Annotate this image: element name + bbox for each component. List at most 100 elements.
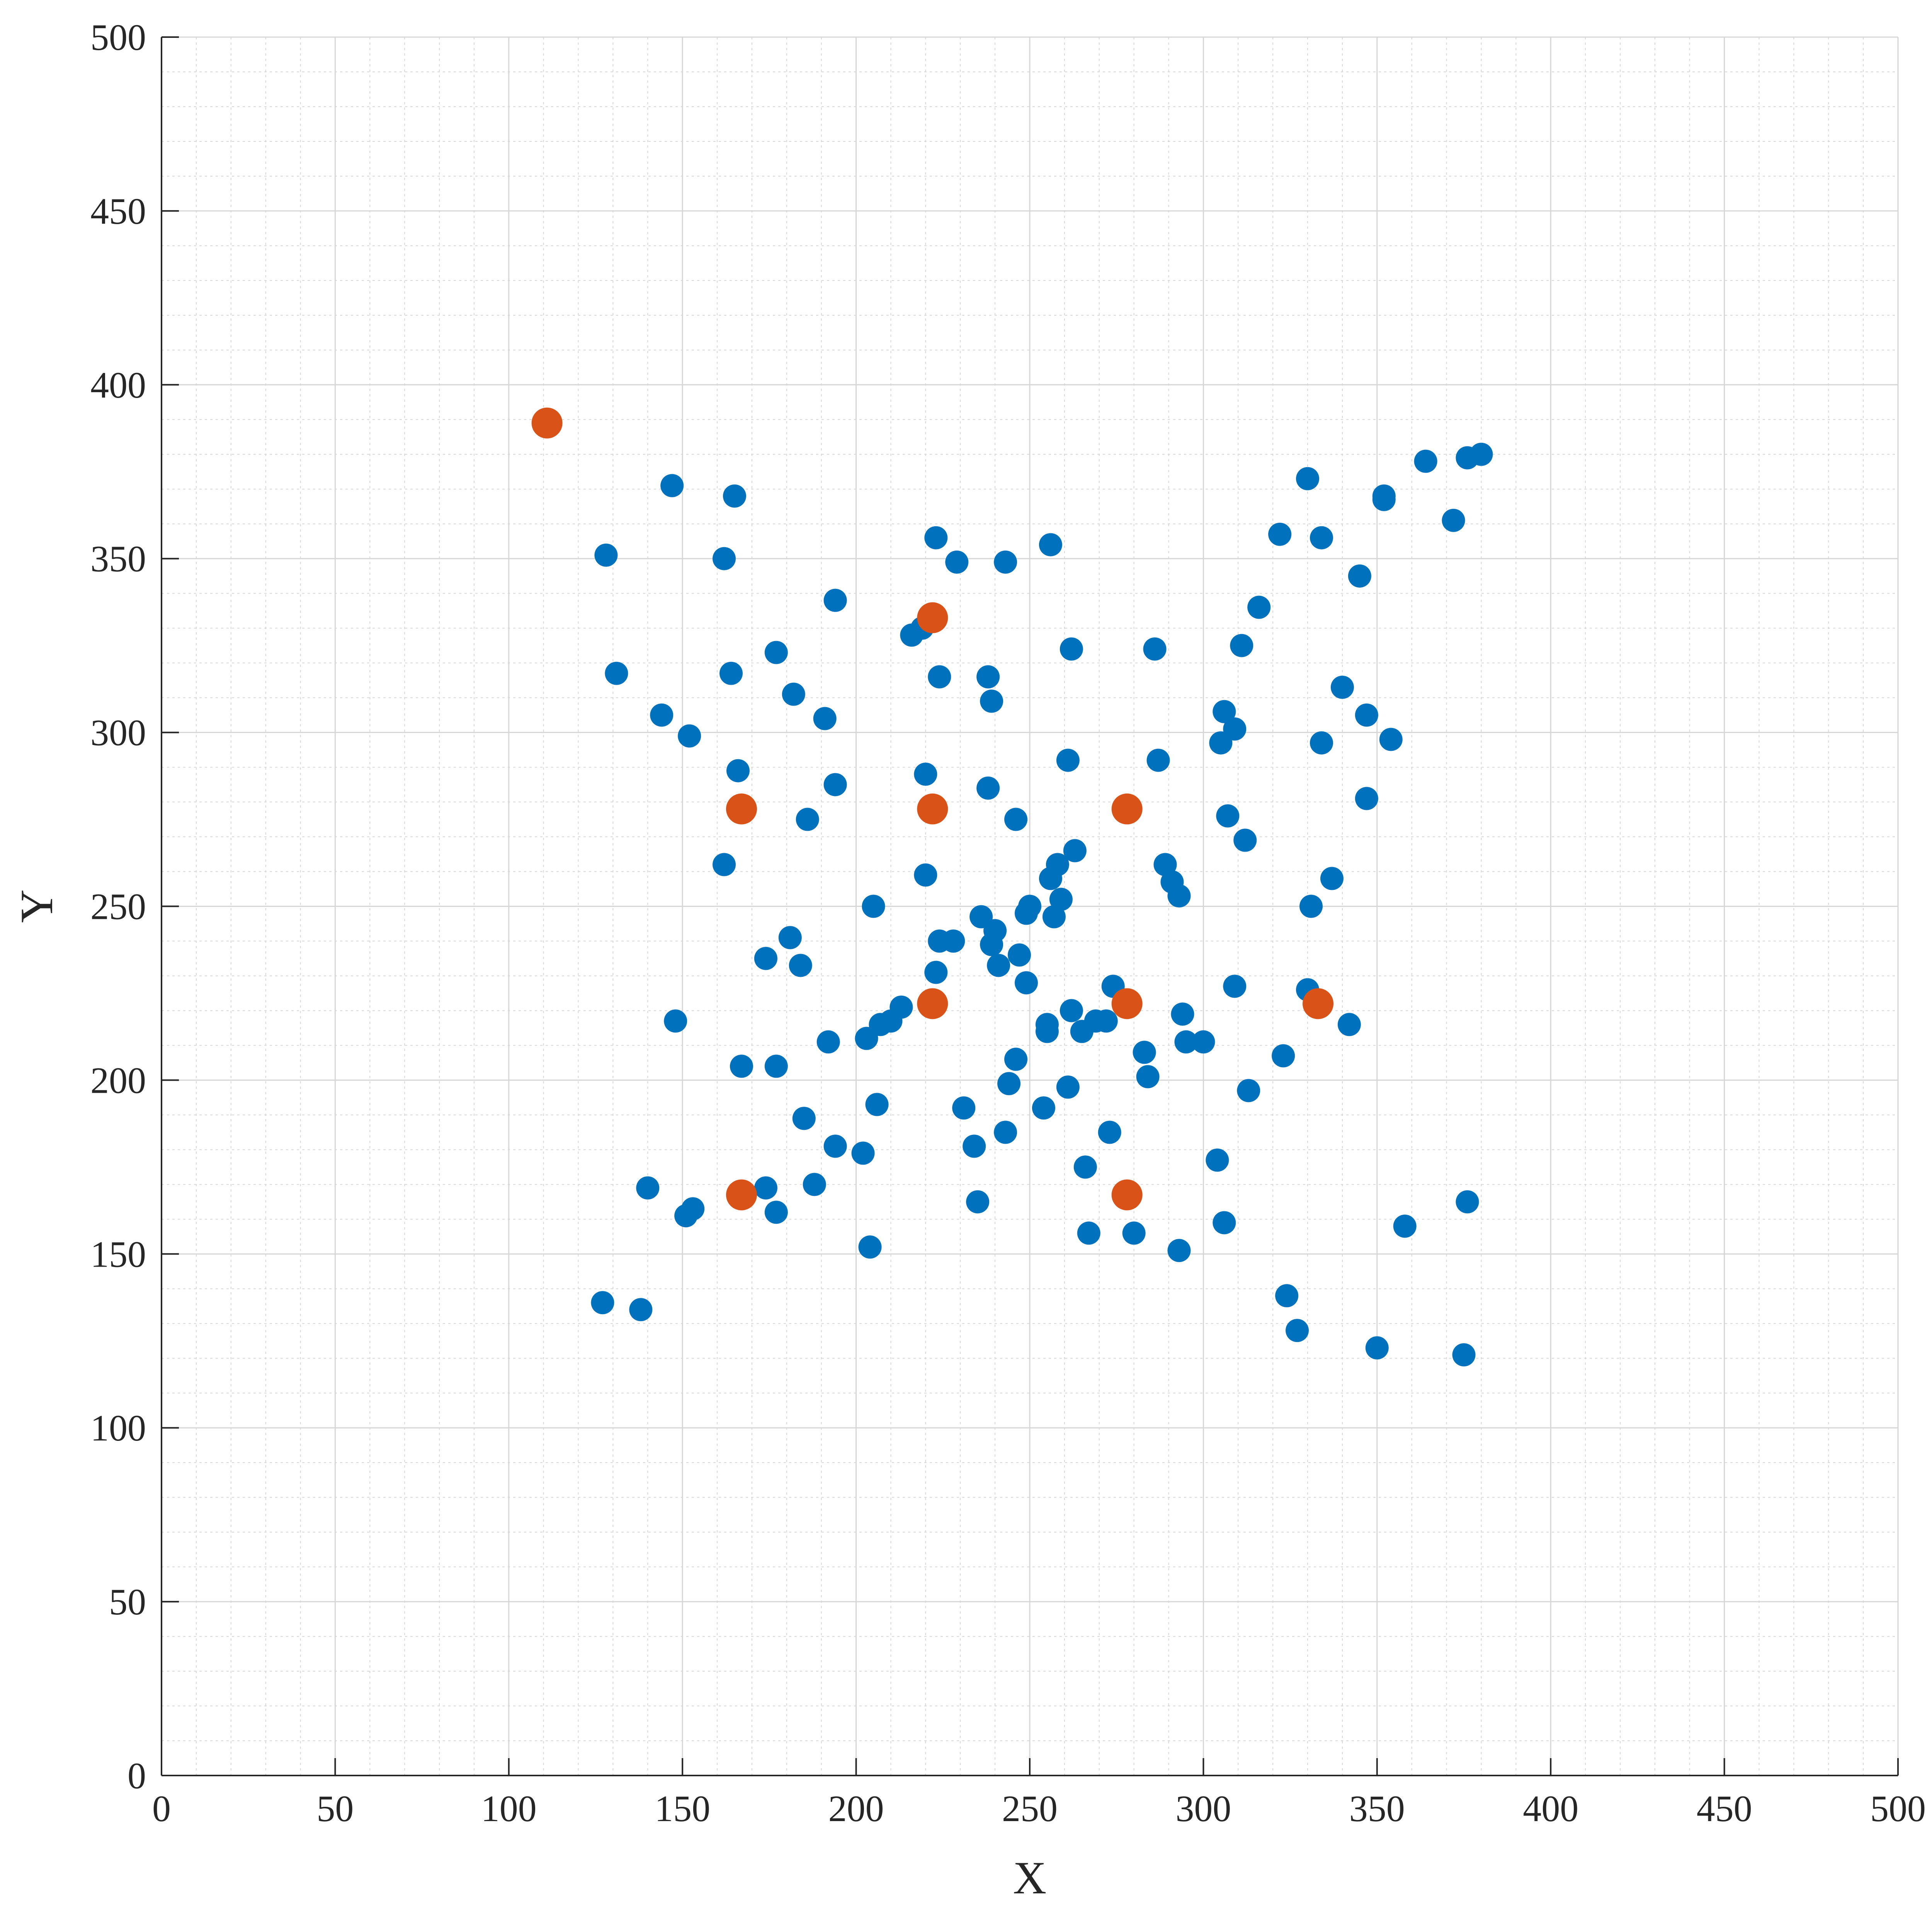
data-point: [754, 947, 777, 970]
data-point: [660, 474, 684, 497]
data-point: [1299, 895, 1323, 918]
x-tick-label: 350: [1349, 1788, 1405, 1829]
data-point: [726, 759, 750, 782]
data-point: [1272, 1044, 1295, 1068]
data-point: [865, 1093, 889, 1116]
data-point: [1355, 787, 1378, 810]
data-point: [1042, 905, 1066, 929]
data-point: [1039, 867, 1062, 890]
data-point: [1469, 442, 1493, 466]
data-point: [1355, 703, 1378, 727]
data-point: [928, 665, 951, 689]
data-point: [1286, 1319, 1309, 1342]
y-axis-label: Y: [11, 889, 62, 923]
y-tick-label: 300: [90, 712, 146, 753]
data-point: [1094, 1009, 1118, 1033]
data-point: [1379, 728, 1403, 751]
series-1: [591, 442, 1493, 1367]
data-point: [1035, 1013, 1059, 1036]
data-point: [1167, 1239, 1191, 1262]
data-point: [1456, 1190, 1479, 1214]
data-point: [823, 773, 847, 796]
data-point: [1216, 804, 1240, 828]
data-point: [862, 895, 885, 918]
data-point: [980, 689, 1003, 713]
major-grid: [161, 36, 1899, 1776]
data-point: [1122, 1221, 1146, 1245]
data-point: [987, 954, 1010, 977]
data-point: [1153, 853, 1177, 876]
data-point: [994, 550, 1017, 574]
data-point: [591, 1291, 614, 1315]
y-tick-label: 400: [90, 364, 146, 406]
data-point: [1111, 988, 1143, 1019]
data-point: [980, 933, 1003, 956]
data-point: [796, 808, 819, 831]
data-point: [778, 926, 802, 949]
data-point: [914, 762, 937, 786]
data-point: [1192, 1030, 1215, 1054]
data-point: [713, 547, 736, 570]
data-point: [1348, 564, 1371, 588]
data-point: [1111, 793, 1143, 825]
x-tick-label: 450: [1697, 1788, 1752, 1829]
data-point: [917, 602, 948, 633]
data-point: [924, 961, 948, 984]
data-point: [1060, 637, 1083, 661]
y-tick-label: 50: [109, 1581, 146, 1622]
y-tick-label: 100: [90, 1407, 146, 1449]
data-point: [858, 1235, 882, 1259]
x-ticks: 0 50 100 150 200 250 300 350 400 450 500: [152, 1758, 1926, 1829]
data-point: [1073, 1155, 1097, 1179]
data-series: [531, 407, 1493, 1367]
data-point: [924, 526, 948, 549]
data-point: [1143, 637, 1167, 661]
data-point: [1372, 488, 1396, 511]
data-point: [1296, 467, 1320, 490]
data-point: [764, 641, 788, 664]
data-point: [823, 588, 847, 612]
data-point: [1213, 1211, 1236, 1235]
data-point: [789, 954, 812, 977]
data-point: [1365, 1336, 1389, 1360]
data-point: [629, 1298, 653, 1321]
data-point: [914, 863, 937, 887]
data-point: [1098, 1121, 1121, 1144]
y-ticks: 0 50 100 150 200 250 300 350 400 450 500: [90, 17, 179, 1796]
data-point: [963, 1134, 986, 1158]
data-point: [726, 1179, 757, 1211]
data-point: [803, 1173, 826, 1196]
data-point: [1174, 1030, 1198, 1054]
data-point: [1004, 1048, 1028, 1071]
x-tick-label: 50: [316, 1788, 354, 1829]
data-point: [1414, 449, 1437, 473]
x-tick-label: 200: [828, 1788, 884, 1829]
data-point: [966, 1190, 990, 1214]
data-point: [1320, 867, 1344, 890]
data-point: [1008, 943, 1031, 967]
data-point: [1230, 634, 1253, 657]
data-point: [1310, 526, 1333, 549]
data-point: [1452, 1343, 1476, 1367]
data-point: [1393, 1214, 1417, 1238]
data-point: [1330, 675, 1354, 699]
data-point: [823, 1134, 847, 1158]
y-tick-label: 250: [90, 886, 146, 927]
y-tick-label: 200: [90, 1060, 146, 1101]
data-point: [1133, 1041, 1156, 1064]
data-point: [994, 1121, 1017, 1144]
data-point: [942, 929, 965, 953]
data-point: [1111, 1179, 1143, 1211]
data-point: [1063, 839, 1087, 862]
x-tick-label: 400: [1523, 1788, 1578, 1829]
data-point: [1268, 522, 1292, 546]
data-point: [1056, 748, 1080, 772]
data-point: [678, 724, 701, 748]
data-point: [1223, 975, 1247, 998]
data-point: [1049, 888, 1073, 911]
data-point: [997, 1072, 1021, 1095]
y-tick-label: 450: [90, 190, 146, 232]
data-point: [764, 1054, 788, 1078]
y-tick-label: 0: [128, 1755, 146, 1796]
